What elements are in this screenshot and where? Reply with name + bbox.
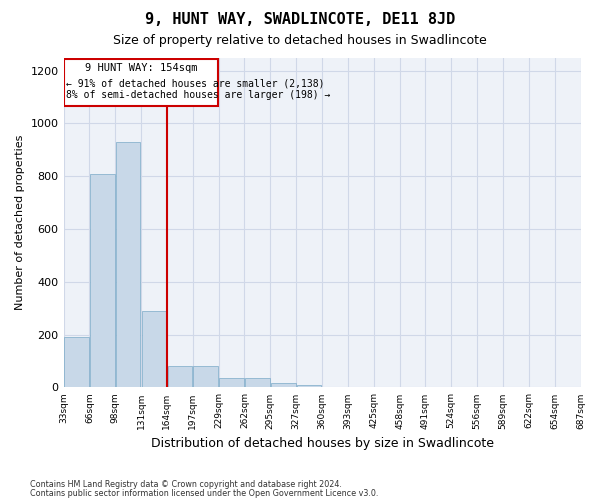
Y-axis label: Number of detached properties: Number of detached properties <box>15 135 25 310</box>
Bar <box>142 311 166 388</box>
Text: ← 91% of detached houses are smaller (2,138): ← 91% of detached houses are smaller (2,… <box>66 78 325 88</box>
Bar <box>90 174 115 388</box>
Text: 9 HUNT WAY: 154sqm: 9 HUNT WAY: 154sqm <box>85 63 197 73</box>
Bar <box>167 366 192 388</box>
Bar <box>64 338 89 388</box>
Text: 9, HUNT WAY, SWADLINCOTE, DE11 8JD: 9, HUNT WAY, SWADLINCOTE, DE11 8JD <box>145 12 455 28</box>
Text: 8% of semi-detached houses are larger (198) →: 8% of semi-detached houses are larger (1… <box>66 90 331 101</box>
Bar <box>193 366 218 388</box>
Text: Size of property relative to detached houses in Swadlincote: Size of property relative to detached ho… <box>113 34 487 47</box>
FancyBboxPatch shape <box>64 59 218 106</box>
X-axis label: Distribution of detached houses by size in Swadlincote: Distribution of detached houses by size … <box>151 437 494 450</box>
Bar <box>297 385 322 388</box>
Bar <box>116 142 140 388</box>
Bar <box>219 378 244 388</box>
Bar <box>271 384 296 388</box>
Bar <box>245 378 269 388</box>
Text: Contains public sector information licensed under the Open Government Licence v3: Contains public sector information licen… <box>30 490 379 498</box>
Text: Contains HM Land Registry data © Crown copyright and database right 2024.: Contains HM Land Registry data © Crown c… <box>30 480 342 489</box>
